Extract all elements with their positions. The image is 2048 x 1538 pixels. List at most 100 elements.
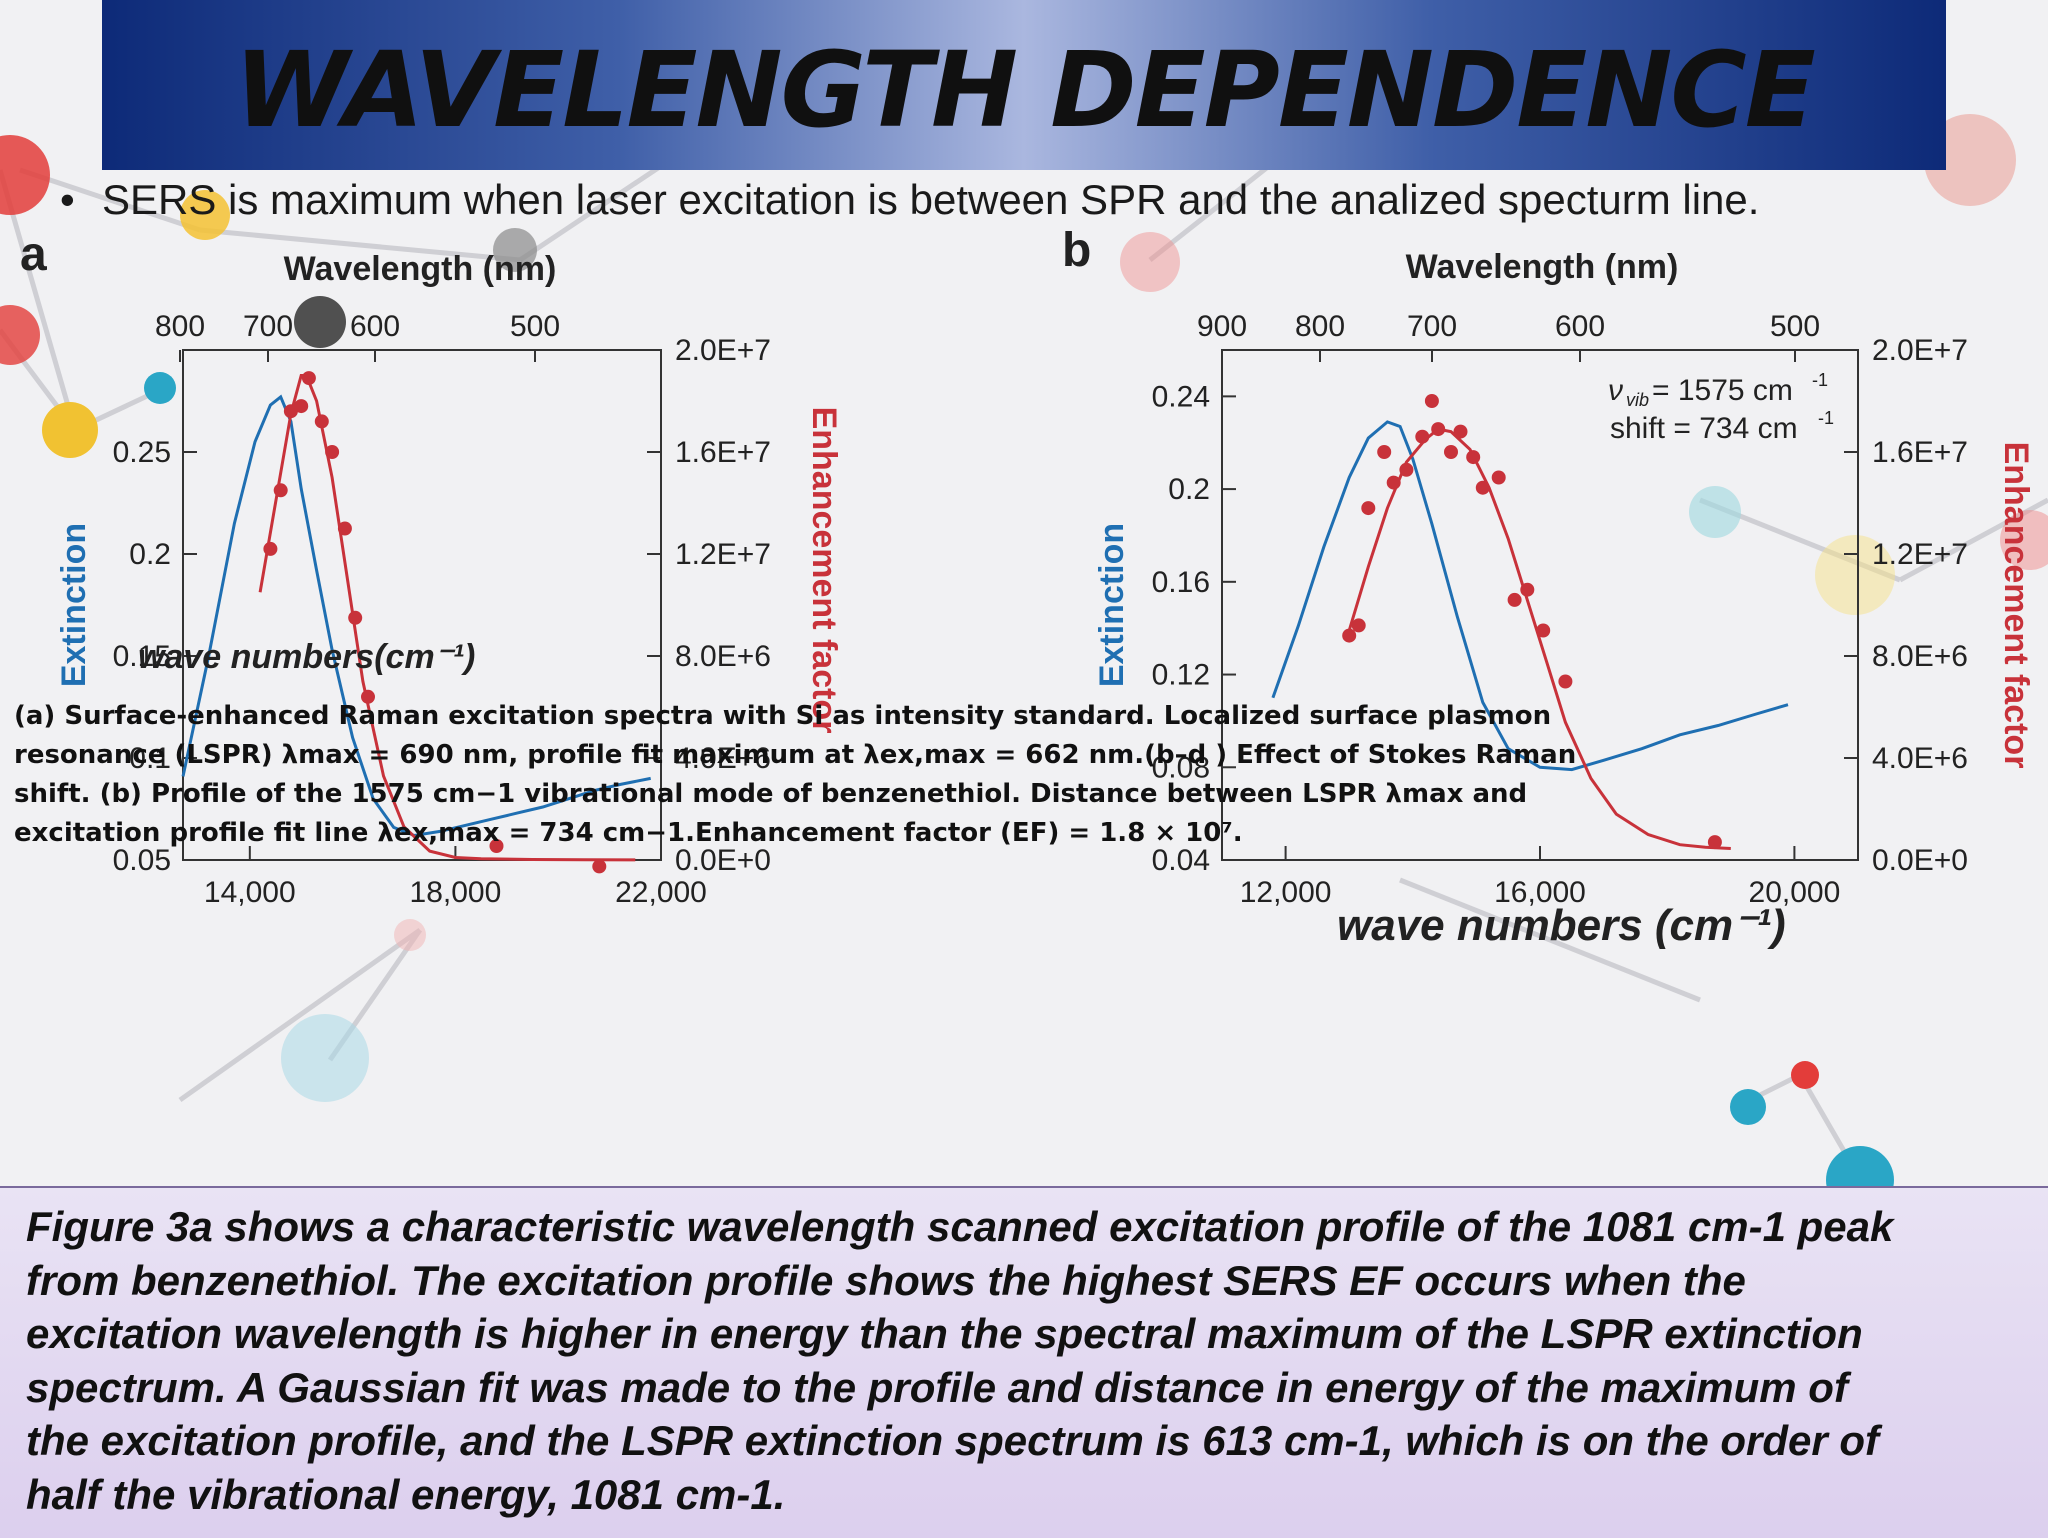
description-line: Figure 3a shows a characteristic wavelen… xyxy=(26,1203,1894,1250)
panel-b-ylabel-right: Enhancement factor xyxy=(1997,442,2035,769)
y-left-tick-label: 0.24 xyxy=(1152,380,1210,413)
description-line: spectrum. A Gaussian fit was made to the… xyxy=(26,1363,1848,1411)
x-top-tick-label: 800 xyxy=(155,310,205,343)
ef-data-point xyxy=(1431,422,1446,437)
figure-caption: (a) Surface-enhanced Raman excitation sp… xyxy=(14,697,1577,853)
ef-data-point xyxy=(325,445,340,459)
vib-superscript: -1 xyxy=(1812,370,1828,390)
shift-superscript: -1 xyxy=(1818,408,1834,428)
ef-data-point xyxy=(1453,424,1468,439)
ef-data-point xyxy=(361,689,375,704)
slide-title: WAVELENGTH DEPENDENCE xyxy=(234,29,1816,151)
ef-data-point xyxy=(1475,480,1490,495)
ef-data-point xyxy=(1520,582,1535,597)
y-right-tick-label: 2.0E+7 xyxy=(1872,334,1968,367)
x-top-tick-label: 600 xyxy=(350,310,400,343)
ef-data-point xyxy=(1558,674,1573,689)
panel-b-top-axis-label: Wavelength (nm) xyxy=(1406,248,1679,286)
panel-a-top-axis-label: Wavelength (nm) xyxy=(284,250,557,288)
description-line: excitation wavelength is higher in energ… xyxy=(26,1310,1863,1357)
description-box xyxy=(0,1186,2048,1538)
y-left-tick-label: 0.15 xyxy=(113,640,171,673)
x-top-tick-label: 700 xyxy=(243,310,293,343)
shift-value: shift = 734 cm xyxy=(1610,412,1798,445)
vib-value: = 1575 cm xyxy=(1652,374,1793,407)
y-right-tick-label: 1.6E+7 xyxy=(675,436,771,469)
ef-data-point xyxy=(1399,462,1414,477)
ef-data-point xyxy=(1444,445,1458,459)
description-line: half the vibrational energy, 1081 cm-1. xyxy=(26,1470,786,1518)
x-top-tick-label: 600 xyxy=(1555,310,1605,343)
extinction-line xyxy=(181,394,651,838)
x-top-tick-label: 700 xyxy=(1407,310,1457,343)
ef-data-point xyxy=(1466,450,1481,465)
y-left-tick-label: 0.1 xyxy=(129,742,171,775)
ef-data-point xyxy=(1507,592,1522,607)
x-tick-label: 16,000 xyxy=(1494,876,1586,909)
x-top-tick-label: 900 xyxy=(1197,310,1247,343)
description-line: from benzenethiol. The excitation profil… xyxy=(26,1256,1746,1304)
y-right-tick-label: 8.0E+6 xyxy=(1872,640,1968,673)
ef-data-point xyxy=(1424,394,1439,408)
panel-b-annotation: ν vib = 1575 cm -1 shift = 734 cm -1 xyxy=(1608,370,1834,445)
title-banner xyxy=(102,0,1946,170)
y-right-tick-label: 4.0E+6 xyxy=(675,742,771,775)
ef-data-point xyxy=(314,414,329,429)
y-left-tick-label: 0.05 xyxy=(113,844,171,877)
panel-a-frame xyxy=(182,349,662,861)
y-left-tick-label: 0.04 xyxy=(1152,844,1210,877)
ef-data-point xyxy=(301,371,316,386)
x-tick-label: 18,000 xyxy=(410,876,502,909)
ef-data-point xyxy=(489,839,504,853)
caption-line: excitation profile fit line λex,max = 73… xyxy=(14,818,1243,848)
bullet-point: • SERS is maximum when laser excitation i… xyxy=(60,176,1759,224)
caption-line: resonance (LSPR) λmax = 690 nm, profile … xyxy=(14,740,1577,770)
y-right-tick-label: 1.2E+7 xyxy=(1872,538,1968,571)
ef-data-point xyxy=(1377,445,1392,459)
ef-data-point xyxy=(273,483,288,498)
y-right-tick-label: 4.0E+6 xyxy=(1872,742,1968,775)
y-left-tick-label: 0.2 xyxy=(129,538,171,571)
y-right-tick-label: 1.2E+7 xyxy=(675,538,771,571)
ef-data-point xyxy=(1386,475,1401,490)
ef-data-point xyxy=(1351,618,1366,633)
ef-data-point xyxy=(592,859,607,874)
x-top-tick-label: 500 xyxy=(510,310,560,343)
panel-b-ylabel-left: Extinction xyxy=(1093,523,1131,687)
ef-data-point xyxy=(1491,470,1506,485)
description-text: Figure 3a shows a characteristic wavelen… xyxy=(26,1200,2026,1521)
extinction-line xyxy=(1271,420,1789,772)
gaussian-fit-line xyxy=(258,374,636,862)
caption-line: (a) Surface-enhanced Raman excitation sp… xyxy=(14,701,1552,731)
y-right-tick-label: 1.6E+7 xyxy=(1872,436,1968,469)
ef-data-point xyxy=(1342,628,1357,643)
panel-a-ylabel-left: Extinction xyxy=(55,523,93,687)
y-left-tick-label: 0.08 xyxy=(1152,751,1210,784)
gaussian-fit-line xyxy=(1347,427,1731,850)
figure-panels: a Wavelength (nm) 0.25 0.2 0.15 0.1 0.05 2.0E… xyxy=(20,224,2035,950)
panel-label-b: b xyxy=(1062,224,1091,277)
y-left-tick-label: 0.25 xyxy=(113,436,171,469)
description-line: the excitation profile, and the LSPR ext… xyxy=(26,1417,1880,1464)
y-right-tick-label: 0.0E+0 xyxy=(1872,844,1968,877)
ef-data-point xyxy=(1707,835,1722,850)
vib-symbol: ν xyxy=(1608,374,1623,407)
y-left-tick-label: 0.2 xyxy=(1168,473,1210,506)
panel-b-xlabel: wave numbers (cm⁻¹) xyxy=(1337,901,1786,950)
ef-data-point xyxy=(263,541,278,556)
x-top-tick-label: 800 xyxy=(1295,310,1345,343)
caption-line: shift. (b) Profile of the 1575 cm−1 vibr… xyxy=(14,779,1528,809)
ef-data-point xyxy=(1415,429,1430,444)
x-tick-label: 20,000 xyxy=(1749,876,1841,909)
y-right-tick-label: 0.0E+0 xyxy=(675,844,771,877)
ef-data-point xyxy=(1536,623,1551,638)
x-top-tick-label: 500 xyxy=(1770,310,1820,343)
y-left-tick-label: 0.16 xyxy=(1152,566,1210,599)
ef-data-point xyxy=(337,521,352,536)
vib-subscript: vib xyxy=(1626,390,1649,410)
y-right-tick-label: 8.0E+6 xyxy=(675,640,771,673)
ef-data-point xyxy=(348,610,363,625)
x-tick-label: 12,000 xyxy=(1240,876,1332,909)
x-tick-label: 22,000 xyxy=(615,876,707,909)
ef-data-point xyxy=(294,399,309,414)
